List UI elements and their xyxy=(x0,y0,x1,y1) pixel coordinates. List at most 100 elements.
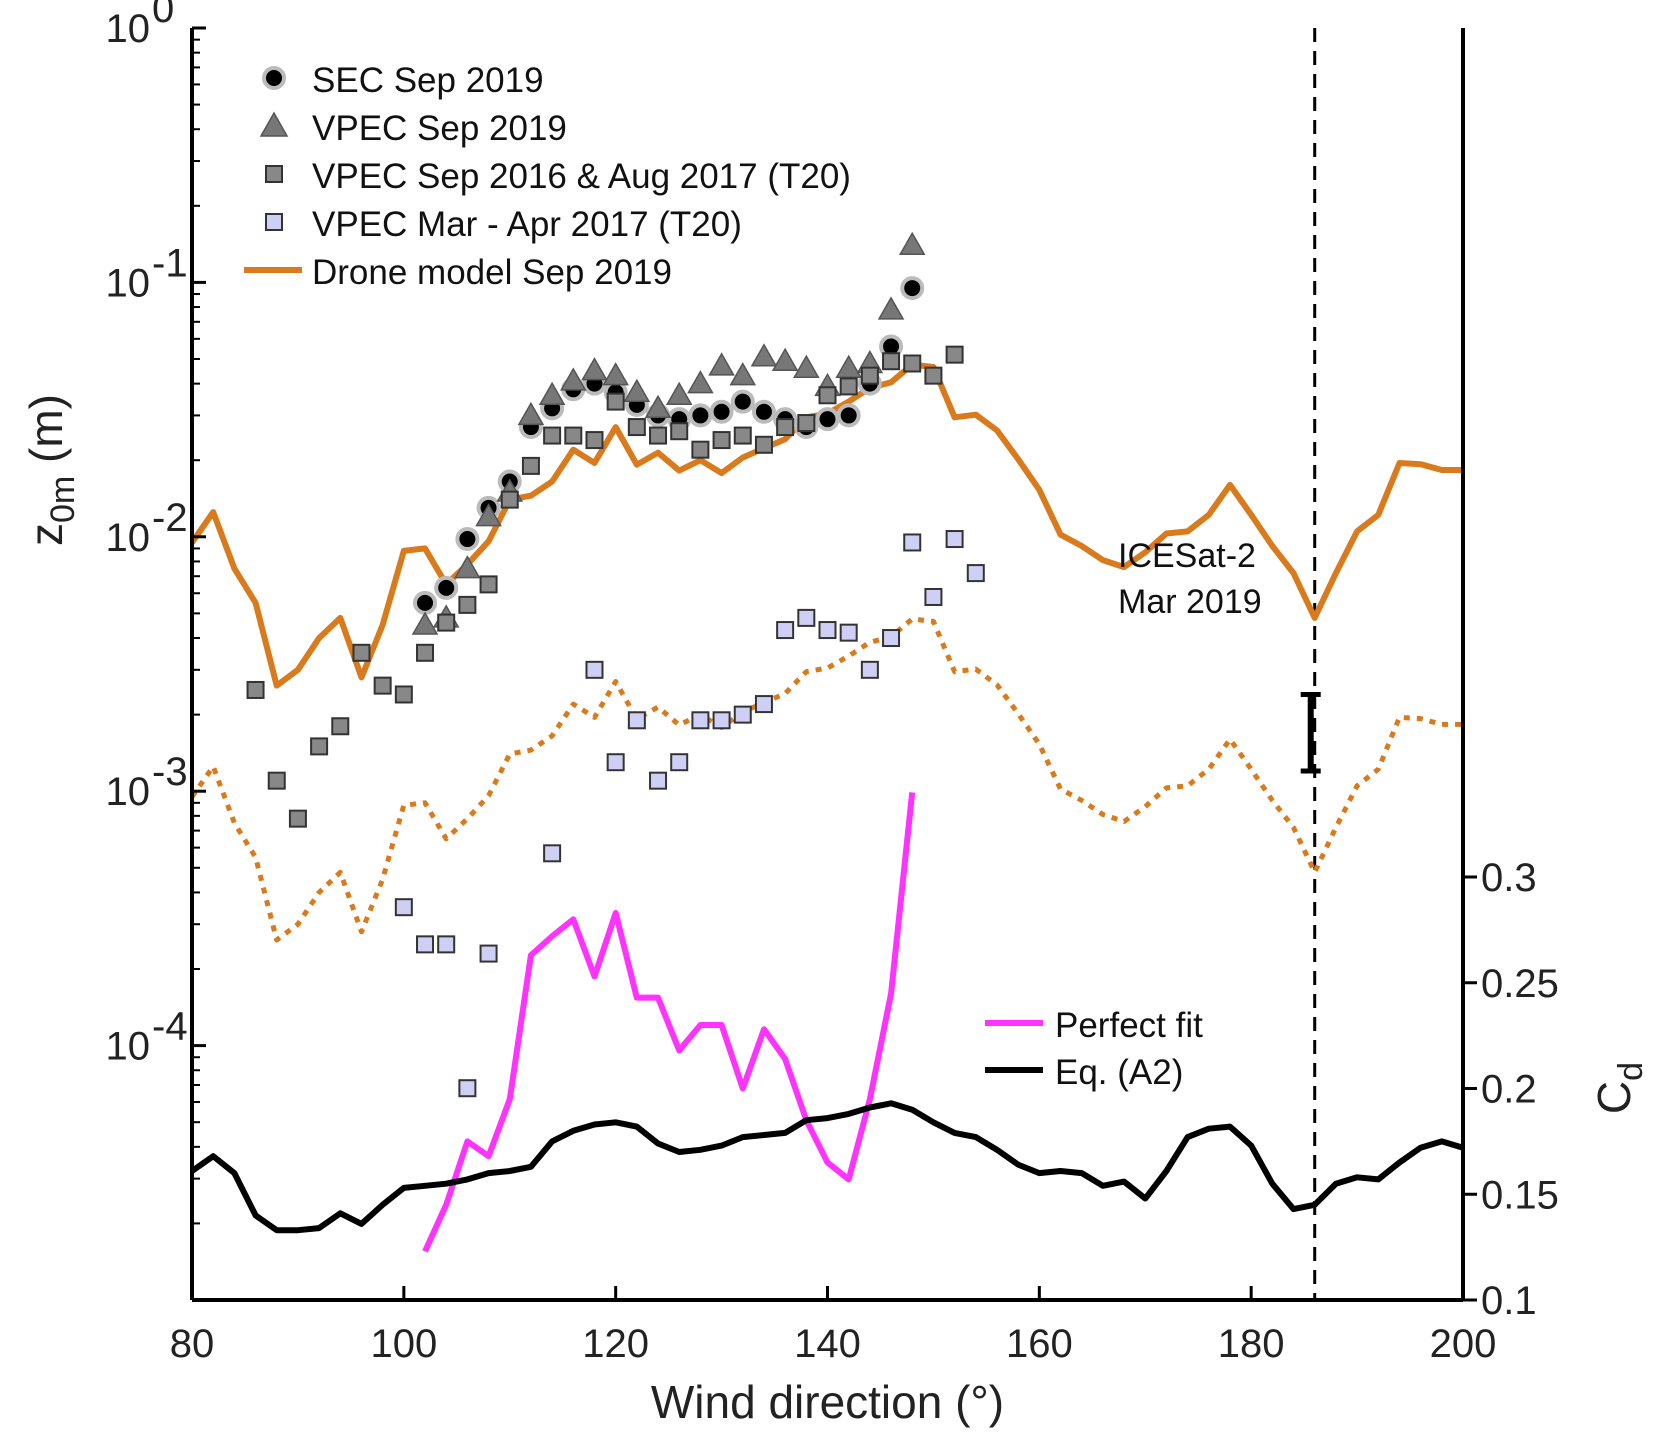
data-point-s0-0 xyxy=(413,590,438,615)
data-point-s1-22 xyxy=(877,296,905,320)
legend-top-entry-0: SEC Sep 2019 xyxy=(262,61,544,100)
data-point-s3-15 xyxy=(776,621,795,640)
legend-marker-square-light xyxy=(265,213,283,231)
y-left-tick-label-2: 10 -2 xyxy=(106,496,188,560)
data-point-s3-16 xyxy=(797,608,816,627)
data-point-s3-12 xyxy=(712,711,731,730)
y-left-tick-label-1: 10 -1 xyxy=(106,241,188,305)
data-point-s2-22 xyxy=(712,431,731,450)
data-point-s1-8 xyxy=(581,357,608,381)
data-point-s1-20 xyxy=(835,354,862,378)
data-point-s2-16 xyxy=(585,431,604,450)
data-point-s2-33 xyxy=(945,345,964,364)
legend-bottom-label-1: Eq. (A2) xyxy=(1055,1053,1183,1092)
y-right-tick-label-0: 0.1 xyxy=(1481,1279,1537,1323)
data-point-s2-31 xyxy=(903,354,922,373)
x-tick-label-160: 160 xyxy=(1006,1322,1073,1366)
data-point-s0-19 xyxy=(815,407,840,432)
legend-top-entry-2: VPEC Sep 2016 & Aug 2017 (T20) xyxy=(265,157,851,196)
data-point-s2-10 xyxy=(458,595,477,614)
data-point-s0-20 xyxy=(836,403,861,428)
data-point-s2-28 xyxy=(839,377,858,396)
y-right-tick-label-4: 0.3 xyxy=(1481,856,1537,900)
legend-layer: SEC Sep 2019 VPEC Sep 2019 VPEC Sep 2016 &… xyxy=(244,61,1203,1092)
data-point-s2-24 xyxy=(754,435,773,454)
plot-layer xyxy=(192,28,1463,1300)
data-point-s3-9 xyxy=(649,771,668,790)
y-left-title-unit: (m) xyxy=(20,394,72,476)
data-point-s2-9 xyxy=(437,613,456,632)
data-point-s2-4 xyxy=(331,717,350,736)
data-point-s1-11 xyxy=(644,394,672,419)
legend-marker-circle xyxy=(262,66,286,90)
legend-bottom-entry-0: Perfect fit xyxy=(985,1006,1203,1045)
series-line-5-dotted xyxy=(192,616,1463,943)
x-tick-label-140: 140 xyxy=(794,1322,861,1366)
data-point-s0-23 xyxy=(900,276,925,301)
legend-top-entry-3: VPEC Mar - Apr 2017 (T20) xyxy=(265,205,742,244)
legend-marker-triangle xyxy=(259,111,289,137)
data-point-s0-13 xyxy=(688,403,713,428)
data-point-s1-14 xyxy=(708,352,735,376)
y-left-title-main: z xyxy=(20,523,72,546)
y-left-title-sub: 0m xyxy=(44,476,82,523)
data-point-s3-5 xyxy=(543,844,562,863)
data-point-s3-21 xyxy=(903,533,922,552)
data-point-s1-16 xyxy=(750,343,778,367)
legend-bottom-label-0: Perfect fit xyxy=(1055,1006,1203,1045)
data-point-s3-19 xyxy=(860,660,879,679)
x-tick-label-120: 120 xyxy=(582,1322,649,1366)
legend-top-entry-1: VPEC Sep 2019 xyxy=(259,109,567,148)
data-point-s3-13 xyxy=(733,705,752,724)
data-point-s0-14 xyxy=(709,399,734,424)
data-point-s3-7 xyxy=(606,753,625,772)
data-point-s2-17 xyxy=(606,392,625,411)
data-point-s2-18 xyxy=(627,418,646,437)
y-left-tick-label-0: 10 0 xyxy=(106,0,175,51)
data-point-s2-2 xyxy=(288,809,307,828)
x-tick-label-100: 100 xyxy=(370,1322,437,1366)
data-point-s3-14 xyxy=(754,695,773,714)
annotation-line-1: ICESat-2 xyxy=(1118,537,1256,575)
x-tick-label-180: 180 xyxy=(1218,1322,1285,1366)
data-point-s3-23 xyxy=(945,530,964,549)
data-point-s1-6 xyxy=(538,381,566,406)
data-point-s2-6 xyxy=(373,676,392,695)
data-point-s2-3 xyxy=(310,737,329,756)
legend-top-label-2: VPEC Sep 2016 & Aug 2017 (T20) xyxy=(312,157,851,196)
y-left-tick-exp-2: -2 xyxy=(152,496,188,540)
y-left-axis-title: z0m (m) xyxy=(20,394,82,546)
data-point-s3-2 xyxy=(437,935,456,954)
data-point-s3-18 xyxy=(839,623,858,642)
data-point-s1-2 xyxy=(454,555,481,579)
data-point-s2-21 xyxy=(691,440,710,459)
x-axis-title: Wind direction (°) xyxy=(651,1376,1004,1428)
y-left-tick-base-3: 10 xyxy=(106,770,151,814)
data-point-s2-32 xyxy=(924,366,943,385)
data-point-s2-12 xyxy=(500,490,519,509)
data-point-s1-13 xyxy=(687,370,714,394)
data-point-s1-23 xyxy=(898,231,926,255)
data-point-s1-12 xyxy=(665,381,693,406)
data-point-s0-2 xyxy=(455,527,480,552)
data-point-s3-20 xyxy=(882,629,901,648)
y-right-tick-label-2: 0.2 xyxy=(1481,1068,1537,1112)
data-point-s3-24 xyxy=(966,564,985,583)
data-point-s2-20 xyxy=(670,422,689,441)
data-point-s3-1 xyxy=(416,935,435,954)
data-point-s1-3 xyxy=(475,503,502,527)
data-point-s1-15 xyxy=(729,362,757,386)
y-left-tick-label-4: 10 -4 xyxy=(106,1005,188,1069)
data-point-s2-0 xyxy=(246,680,265,699)
data-point-s3-3 xyxy=(458,1079,477,1098)
y-left-tick-exp-0: 0 xyxy=(152,0,174,31)
legend-top-label-0: SEC Sep 2019 xyxy=(312,61,544,100)
data-point-s2-29 xyxy=(860,366,879,385)
data-point-s2-26 xyxy=(797,414,816,433)
y-left-tick-label-3: 10 -3 xyxy=(106,750,188,814)
x-tick-label-80: 80 xyxy=(170,1322,215,1366)
data-point-s3-11 xyxy=(691,711,710,730)
data-point-s2-13 xyxy=(521,456,540,475)
